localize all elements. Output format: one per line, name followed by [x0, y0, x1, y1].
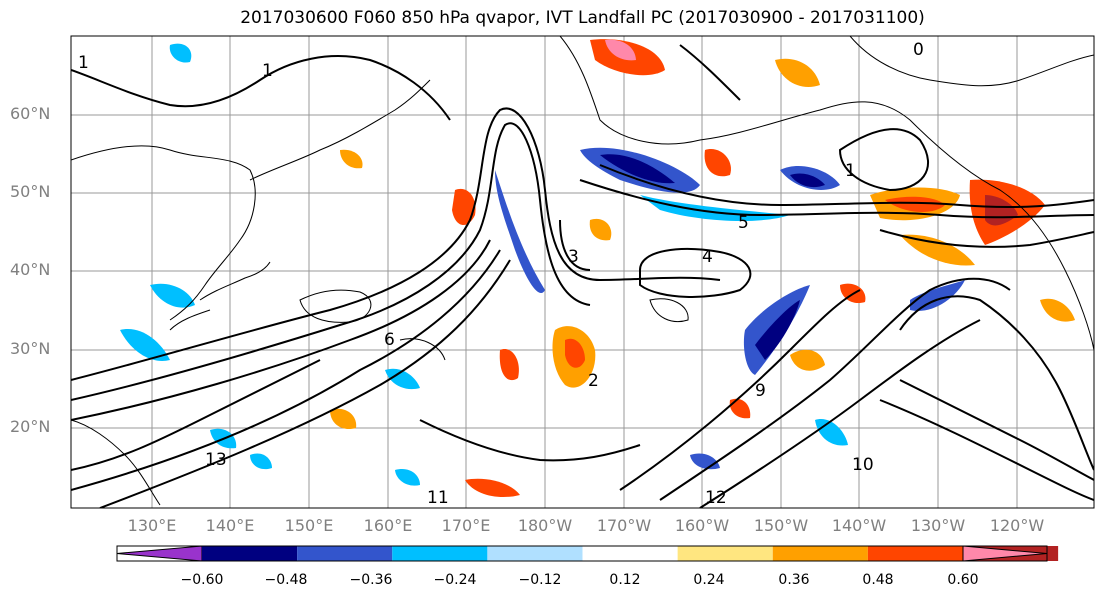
lon-label: 140°W [831, 516, 887, 535]
colorbar-tick-label: 0.24 [693, 572, 725, 588]
lat-label: 40°N [10, 260, 51, 279]
lon-label: 130°W [910, 516, 966, 535]
contour-label: 1 [262, 61, 273, 81]
colorbar-tick-label: −0.60 [180, 572, 224, 588]
lon-label: 170°W [596, 516, 652, 535]
colorbar-extend-high [962, 545, 1048, 562]
shading-negative [120, 43, 965, 486]
colorbar-tick-label: −0.48 [264, 572, 308, 588]
colorbar-swatch [487, 546, 583, 561]
contour-label: 3 [568, 247, 579, 267]
lon-label: 130°E [127, 516, 177, 535]
map-title: 2017030600 F060 850 hPa qvapor, IVT Land… [240, 8, 925, 28]
contour-label: 2 [588, 371, 599, 391]
colorbar-swatch [867, 546, 963, 561]
contour-label: 12 [705, 488, 727, 508]
colorbar-tick-label: −0.12 [518, 572, 562, 588]
contour-label: 13 [205, 450, 227, 470]
contour-label: 11 [427, 488, 449, 508]
lat-label: 30°N [10, 339, 51, 358]
lat-label: 20°N [10, 417, 51, 436]
ivt-contours [71, 44, 1094, 508]
lon-label: 160°E [363, 516, 413, 535]
lon-label: 140°E [205, 516, 255, 535]
colorbar-swatch [772, 546, 868, 561]
lon-label: 160°W [674, 516, 730, 535]
contour-label: 4 [702, 247, 713, 267]
colorbar-swatch [202, 546, 298, 561]
contour-label: 0 [913, 40, 924, 60]
contour-label: 6 [384, 330, 395, 350]
map-frame [70, 35, 1095, 509]
contour-labels: 1 1 0 1 3 4 5 6 9 10 11 12 13 2 [78, 40, 924, 508]
colorbar-tick-label: 0.36 [778, 572, 810, 588]
colorbar-tick-label: 0.12 [609, 572, 641, 588]
contour-label: 5 [738, 213, 749, 233]
colorbar-swatch [582, 546, 678, 561]
ivt-contours-thin [299, 289, 689, 361]
colorbar-swatch [297, 546, 393, 561]
contour-label: 10 [852, 455, 874, 475]
colorbar-swatch [677, 546, 773, 561]
colorbar-tick-label: −0.36 [349, 572, 393, 588]
contour-label: 9 [755, 381, 766, 401]
contour-label: 1 [845, 161, 856, 181]
lon-label: 180°W [517, 516, 573, 535]
lon-label: 170°E [441, 516, 491, 535]
colorbar-tick-label: 0.48 [862, 572, 894, 588]
lon-label: 120°W [989, 516, 1045, 535]
lon-label: 150°E [284, 516, 334, 535]
contour-label: 1 [78, 53, 89, 73]
lon-label: 150°W [753, 516, 809, 535]
lat-label: 60°N [10, 104, 51, 123]
colorbar-tick-label: 0.60 [947, 572, 979, 588]
lat-label: 50°N [10, 182, 51, 201]
coastlines [71, 36, 1094, 506]
colorbar-extend-low [116, 545, 203, 562]
colorbar-swatch [392, 546, 488, 561]
colorbar-tick-label: −0.24 [433, 572, 477, 588]
